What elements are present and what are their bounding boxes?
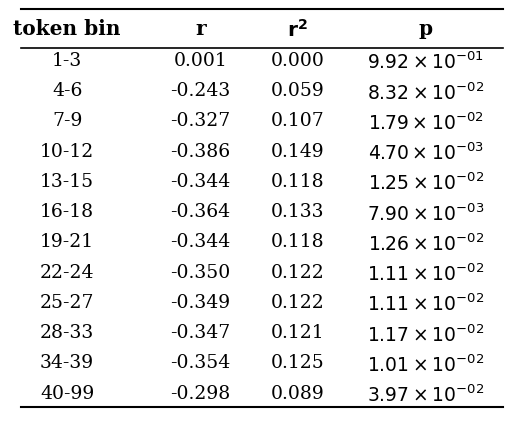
Text: $\mathbf{r^2}$: $\mathbf{r^2}$ bbox=[287, 19, 308, 41]
Text: 13-15: 13-15 bbox=[40, 173, 94, 191]
Text: -0.344: -0.344 bbox=[170, 233, 231, 251]
Text: p: p bbox=[419, 19, 433, 39]
Text: $1.01\times10^{-02}$: $1.01\times10^{-02}$ bbox=[367, 354, 484, 376]
Text: 16-18: 16-18 bbox=[40, 203, 94, 221]
Text: 0.122: 0.122 bbox=[271, 294, 325, 312]
Text: $9.92\times10^{-01}$: $9.92\times10^{-01}$ bbox=[367, 52, 484, 73]
Text: -0.349: -0.349 bbox=[170, 294, 231, 312]
Text: 0.000: 0.000 bbox=[271, 52, 325, 70]
Text: 7-9: 7-9 bbox=[52, 112, 82, 130]
Text: $1.79\times10^{-02}$: $1.79\times10^{-02}$ bbox=[368, 112, 484, 134]
Text: token bin: token bin bbox=[13, 19, 121, 39]
Text: 0.149: 0.149 bbox=[271, 143, 324, 161]
Text: 0.118: 0.118 bbox=[271, 233, 324, 251]
Text: -0.344: -0.344 bbox=[170, 173, 231, 191]
Text: 22-24: 22-24 bbox=[40, 264, 94, 282]
Text: 0.122: 0.122 bbox=[271, 264, 325, 282]
Text: 4-6: 4-6 bbox=[52, 82, 82, 100]
Text: $1.11\times10^{-02}$: $1.11\times10^{-02}$ bbox=[367, 294, 484, 315]
Text: $1.11\times10^{-02}$: $1.11\times10^{-02}$ bbox=[367, 264, 484, 285]
Text: $1.25\times10^{-02}$: $1.25\times10^{-02}$ bbox=[368, 173, 484, 194]
Text: 1-3: 1-3 bbox=[52, 52, 82, 70]
Text: $7.90\times10^{-03}$: $7.90\times10^{-03}$ bbox=[367, 203, 484, 225]
Text: 0.059: 0.059 bbox=[271, 82, 325, 100]
Text: -0.354: -0.354 bbox=[170, 354, 231, 372]
Text: $1.17\times10^{-02}$: $1.17\times10^{-02}$ bbox=[367, 324, 484, 345]
Text: 10-12: 10-12 bbox=[40, 143, 94, 161]
Text: -0.298: -0.298 bbox=[170, 385, 231, 403]
Text: 0.001: 0.001 bbox=[174, 52, 227, 70]
Text: 0.133: 0.133 bbox=[271, 203, 324, 221]
Text: 0.121: 0.121 bbox=[271, 324, 324, 342]
Text: $1.26\times10^{-02}$: $1.26\times10^{-02}$ bbox=[368, 233, 484, 255]
Text: $3.97\times10^{-02}$: $3.97\times10^{-02}$ bbox=[367, 385, 484, 406]
Text: $8.32\times10^{-02}$: $8.32\times10^{-02}$ bbox=[367, 82, 484, 104]
Text: 0.107: 0.107 bbox=[271, 112, 325, 130]
Text: -0.364: -0.364 bbox=[170, 203, 231, 221]
Text: $4.70\times10^{-03}$: $4.70\times10^{-03}$ bbox=[368, 143, 484, 164]
Text: -0.243: -0.243 bbox=[170, 82, 231, 100]
Text: -0.350: -0.350 bbox=[170, 264, 231, 282]
Text: r: r bbox=[195, 19, 206, 39]
Text: 0.118: 0.118 bbox=[271, 173, 324, 191]
Text: -0.347: -0.347 bbox=[170, 324, 231, 342]
Text: 0.125: 0.125 bbox=[271, 354, 325, 372]
Text: 40-99: 40-99 bbox=[40, 385, 94, 403]
Text: 0.089: 0.089 bbox=[271, 385, 325, 403]
Text: -0.327: -0.327 bbox=[170, 112, 231, 130]
Text: 28-33: 28-33 bbox=[40, 324, 94, 342]
Text: 19-21: 19-21 bbox=[40, 233, 94, 251]
Text: 34-39: 34-39 bbox=[40, 354, 94, 372]
Text: -0.386: -0.386 bbox=[170, 143, 231, 161]
Text: 25-27: 25-27 bbox=[40, 294, 94, 312]
